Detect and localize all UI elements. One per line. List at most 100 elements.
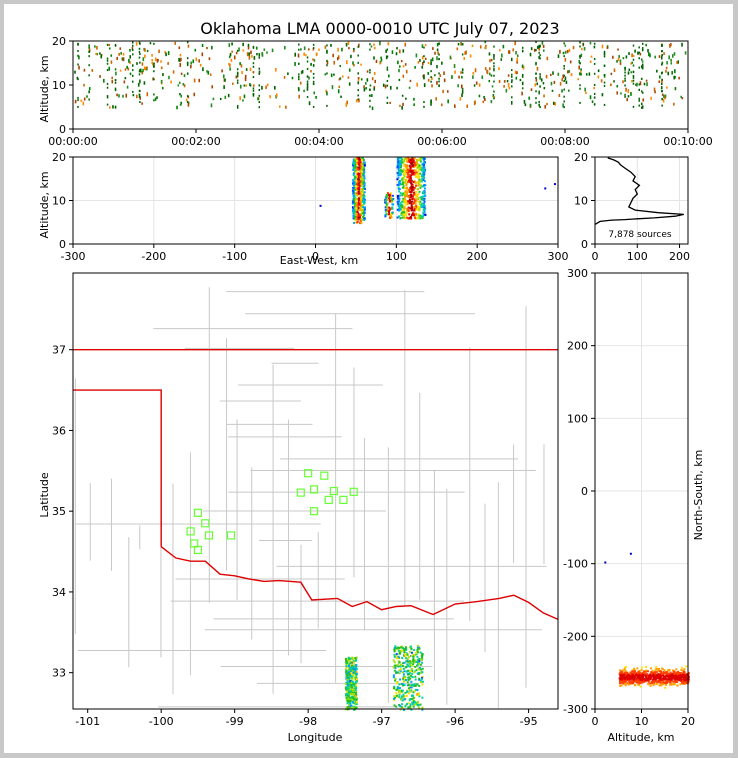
source-mark xyxy=(387,198,390,201)
source-mark xyxy=(632,670,635,673)
source-mark xyxy=(393,685,396,688)
source-mark xyxy=(641,91,644,94)
source-mark xyxy=(136,62,138,65)
source-mark xyxy=(659,679,662,682)
source-mark xyxy=(388,213,391,216)
map-ylabel: Latitude xyxy=(38,472,51,518)
source-mark xyxy=(354,691,357,694)
source-mark xyxy=(665,66,668,70)
source-mark xyxy=(593,103,596,106)
source-mark xyxy=(411,670,414,673)
source-mark xyxy=(678,672,681,675)
source-mark xyxy=(409,703,412,706)
source-mark xyxy=(236,106,239,109)
source-mark xyxy=(449,55,452,60)
source-mark xyxy=(409,79,412,83)
source-mark xyxy=(362,187,365,190)
source-mark xyxy=(258,101,261,104)
source-mark xyxy=(345,694,348,697)
source-mark xyxy=(240,64,243,68)
source-mark xyxy=(386,205,389,208)
time-x-tick-label: 00:06:00 xyxy=(417,135,466,148)
source-mark xyxy=(357,159,360,162)
source-mark xyxy=(644,665,647,668)
source-mark xyxy=(404,704,407,707)
source-mark xyxy=(300,70,303,75)
source-mark xyxy=(326,50,328,53)
source-mark xyxy=(423,83,426,88)
source-mark xyxy=(424,213,427,216)
source-mark xyxy=(589,41,592,45)
source-mark xyxy=(668,680,671,683)
source-mark xyxy=(252,71,255,74)
source-mark xyxy=(179,93,181,96)
time-x-tick-label: 00:02:00 xyxy=(171,135,220,148)
source-mark xyxy=(652,684,655,687)
source-mark xyxy=(397,183,400,186)
source-mark xyxy=(256,53,258,56)
source-mark xyxy=(630,62,632,65)
source-mark xyxy=(657,668,660,671)
source-mark xyxy=(561,78,563,82)
source-mark xyxy=(413,187,416,190)
lma-station-marker xyxy=(226,531,236,540)
source-mark xyxy=(363,183,366,186)
source-mark xyxy=(354,213,357,216)
source-mark xyxy=(437,51,439,55)
source-mark xyxy=(409,170,412,173)
source-mark xyxy=(347,697,350,700)
source-mark xyxy=(154,57,157,62)
source-mark xyxy=(198,78,201,83)
source-mark xyxy=(352,200,355,203)
source-mark xyxy=(108,66,111,71)
source-mark xyxy=(390,213,393,216)
source-mark xyxy=(310,62,312,66)
source-mark xyxy=(628,681,631,684)
source-mark xyxy=(356,221,359,224)
source-mark xyxy=(655,680,658,683)
source-mark xyxy=(656,680,659,683)
source-mark xyxy=(423,208,426,211)
source-mark xyxy=(412,653,415,656)
source-mark xyxy=(398,172,401,175)
source-mark xyxy=(661,667,664,670)
source-mark xyxy=(385,213,388,216)
source-mark xyxy=(360,197,363,200)
source-mark xyxy=(641,67,644,70)
source-mark xyxy=(493,74,495,77)
source-mark xyxy=(349,662,352,665)
source-mark xyxy=(663,681,666,684)
source-mark xyxy=(345,667,348,670)
source-mark xyxy=(643,670,646,673)
source-mark xyxy=(408,706,411,709)
source-mark xyxy=(633,674,636,677)
source-mark xyxy=(132,44,134,47)
source-mark xyxy=(653,680,656,683)
source-mark xyxy=(406,653,409,656)
lma-station-marker xyxy=(186,527,195,536)
source-mark xyxy=(402,648,405,651)
source-mark xyxy=(544,104,547,109)
source-mark xyxy=(650,672,653,675)
source-mark xyxy=(535,90,537,93)
source-mark xyxy=(403,216,406,219)
source-mark xyxy=(417,706,420,709)
source-mark xyxy=(353,198,356,201)
source-mark xyxy=(657,676,660,679)
source-mark xyxy=(565,80,568,84)
source-mark xyxy=(312,43,315,46)
source-mark xyxy=(621,675,624,678)
source-mark xyxy=(648,52,651,55)
source-mark xyxy=(402,49,405,53)
source-mark xyxy=(352,680,355,683)
source-mark xyxy=(642,677,645,680)
source-mark xyxy=(657,669,660,672)
source-mark xyxy=(635,672,638,675)
source-mark xyxy=(88,87,91,91)
source-mark xyxy=(669,671,672,674)
source-mark xyxy=(239,84,242,89)
source-mark xyxy=(355,205,358,208)
source-mark xyxy=(641,105,644,108)
source-mark xyxy=(347,690,350,693)
